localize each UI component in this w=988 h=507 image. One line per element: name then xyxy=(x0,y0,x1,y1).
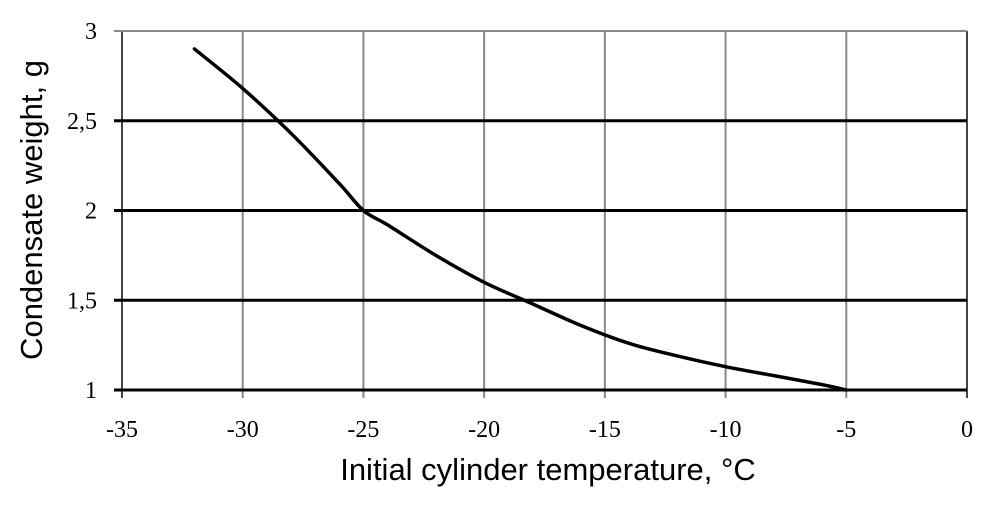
x-axis-title: Initial cylinder temperature, °C xyxy=(340,452,756,487)
y-tick-labels: 1 1,5 2 2,5 3 xyxy=(67,19,97,404)
y-tick-label: 2,5 xyxy=(67,109,97,135)
series-group xyxy=(192,47,849,392)
series-line xyxy=(192,47,849,392)
y-tick-label: 3 xyxy=(85,19,97,45)
x-tick-label: -30 xyxy=(227,417,259,443)
y-tick-label: 1 xyxy=(85,378,97,404)
x-tick-label: -15 xyxy=(589,417,621,443)
x-tick-label: 0 xyxy=(961,417,973,443)
x-tick-labels: -35 -30 -25 -20 -15 -10 -5 0 xyxy=(106,417,973,443)
x-tick-label: -5 xyxy=(836,417,856,443)
y-tick-label: 1,5 xyxy=(67,288,97,314)
vertical-gridlines xyxy=(121,31,968,398)
x-tick-label: -25 xyxy=(347,417,379,443)
x-tick-label: -35 xyxy=(106,417,138,443)
x-tick-label: -10 xyxy=(710,417,742,443)
y-tick-label: 2 xyxy=(85,199,97,225)
horizontal-gridlines xyxy=(114,30,967,392)
x-tick-label: -20 xyxy=(468,417,500,443)
y-axis-title: Condensate weight, g xyxy=(14,60,49,360)
